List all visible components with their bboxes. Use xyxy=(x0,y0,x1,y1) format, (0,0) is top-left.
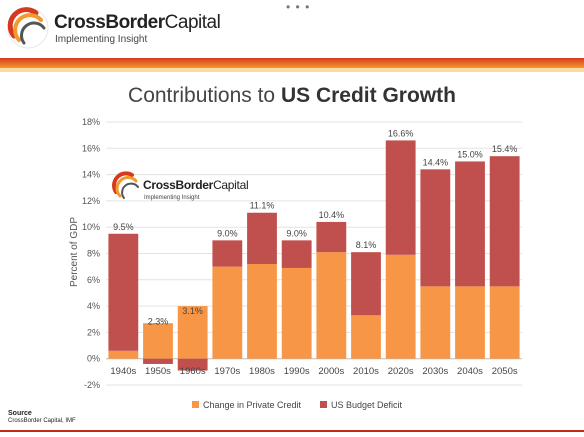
x-tick-label: 1990s xyxy=(284,366,310,377)
svg-text:CrossBorderCapital: CrossBorderCapital xyxy=(143,178,248,192)
y-axis-label: Percent of GDP xyxy=(69,217,80,287)
header-band xyxy=(0,58,584,68)
x-tick-label: 1940s xyxy=(110,366,136,377)
x-tick-label: 2010s xyxy=(353,366,379,377)
y-tick-label: 12% xyxy=(82,196,100,206)
bar-private-credit-2010s xyxy=(351,315,381,359)
bar-private-credit-1950s xyxy=(143,323,173,359)
x-tick-label: 1960s xyxy=(180,366,206,377)
bar-private-credit-2020s xyxy=(385,254,416,359)
brand-name: CrossBorderCapital xyxy=(54,12,221,33)
x-tick-label: 2000s xyxy=(318,366,344,377)
bar-total-label: 3.1% xyxy=(182,306,203,316)
bar-total-label: 14.4% xyxy=(423,157,449,167)
bar-budget-deficit-2040s xyxy=(455,161,485,287)
x-tick-label: 1970s xyxy=(214,366,240,377)
bar-total-label: 11.1% xyxy=(250,201,275,211)
watermark-brand-bold: CrossBorder xyxy=(143,178,214,192)
bar-budget-deficit-2050s xyxy=(489,156,520,287)
bar-budget-deficit-1940s xyxy=(108,233,139,351)
x-axis-ticks: 1940s 1950s 1960s 1970s 1980s 1990s 2000s 2010s… xyxy=(110,366,517,377)
bar-total-label: 9.5% xyxy=(113,222,134,232)
x-tick-label: 2050s xyxy=(492,366,518,377)
bar-private-credit-2000s xyxy=(316,252,347,359)
more-options-icon[interactable]: • • • xyxy=(286,0,311,14)
bar-total-label: 2.3% xyxy=(148,316,169,326)
bar-total-label: 16.6% xyxy=(388,128,414,138)
chart-bars xyxy=(108,140,520,371)
y-tick-label: 10% xyxy=(82,222,100,232)
bar-budget-deficit-1970s xyxy=(212,240,243,267)
crossborder-logo-icon xyxy=(7,7,49,49)
y-tick-label: 16% xyxy=(82,143,100,153)
bar-budget-deficit-2000s xyxy=(316,221,347,253)
bar-private-credit-1980s xyxy=(247,264,277,359)
watermark-brand-rest: Capital xyxy=(213,178,248,192)
bar-budget-deficit-1990s xyxy=(281,240,312,268)
bar-budget-deficit-1950s xyxy=(143,358,173,364)
brand-tagline: Implementing Insight xyxy=(55,34,148,45)
y-tick-label: -2% xyxy=(84,380,100,390)
bar-private-credit-1970s xyxy=(212,266,243,359)
y-tick-label: 8% xyxy=(87,249,100,259)
x-tick-label: 1950s xyxy=(145,366,171,377)
chart-title: Contributions to US Credit Growth xyxy=(128,84,456,107)
x-tick-label: 1980s xyxy=(249,366,275,377)
header-band-highlight xyxy=(0,68,584,72)
bar-budget-deficit-2010s xyxy=(351,252,381,316)
slide-header: CrossBorderCapital Implementing Insight … xyxy=(0,0,584,58)
bar-private-credit-1990s xyxy=(281,267,312,359)
x-tick-label: 2020s xyxy=(388,366,414,377)
source-label: Source xyxy=(8,410,32,417)
y-tick-label: 14% xyxy=(82,170,100,180)
footer-line xyxy=(0,430,584,432)
watermark-logo-icon xyxy=(112,171,134,194)
source-text: CrossBorder Capital, IMF xyxy=(8,418,76,424)
bar-private-credit-1960s xyxy=(177,306,208,359)
bar-private-credit-2040s xyxy=(455,286,485,359)
bar-total-label: 15.4% xyxy=(492,144,518,154)
x-tick-label: 2040s xyxy=(457,366,483,377)
bar-total-label: 9.0% xyxy=(217,228,238,238)
bar-private-credit-2050s xyxy=(489,286,520,359)
y-axis-ticks: -2% 0% 2% 4% 6% 8% 10% 12% 14% 16% 18% xyxy=(82,117,100,390)
bar-total-label: 8.1% xyxy=(356,240,377,250)
bar-budget-deficit-2020s xyxy=(385,140,416,255)
y-tick-label: 4% xyxy=(87,301,100,311)
y-tick-label: 6% xyxy=(87,275,100,285)
bar-private-credit-1940s xyxy=(108,350,139,359)
chart-legend: Change in Private Credit US Budget Defici… xyxy=(192,400,403,410)
legend-label: US Budget Deficit xyxy=(331,400,403,410)
watermark-logo: CrossBorderCapital Implementing Insight xyxy=(112,171,249,201)
y-tick-label: 0% xyxy=(87,354,100,364)
bar-total-label: 15.0% xyxy=(457,149,483,159)
bar-total-label: 9.0% xyxy=(286,228,307,238)
bar-private-credit-2030s xyxy=(420,286,451,359)
legend-swatch xyxy=(320,401,327,408)
bar-budget-deficit-1980s xyxy=(247,212,277,265)
legend-swatch xyxy=(192,401,199,408)
bar-budget-deficit-1960s xyxy=(177,358,208,371)
legend-label: Change in Private Credit xyxy=(203,400,302,410)
chart-gridlines xyxy=(106,121,522,386)
y-tick-label: 18% xyxy=(82,117,100,127)
bar-total-labels: 9.5% 2.3% 3.1% 9.0% 11.1% 9.0% 10.4% 8.1% 16.6% 1… xyxy=(113,128,517,326)
watermark-tagline: Implementing Insight xyxy=(144,195,200,201)
bar-total-label: 10.4% xyxy=(319,210,345,220)
x-tick-label: 2030s xyxy=(422,366,448,377)
bar-budget-deficit-2030s xyxy=(420,169,451,287)
y-tick-label: 2% xyxy=(87,327,100,337)
